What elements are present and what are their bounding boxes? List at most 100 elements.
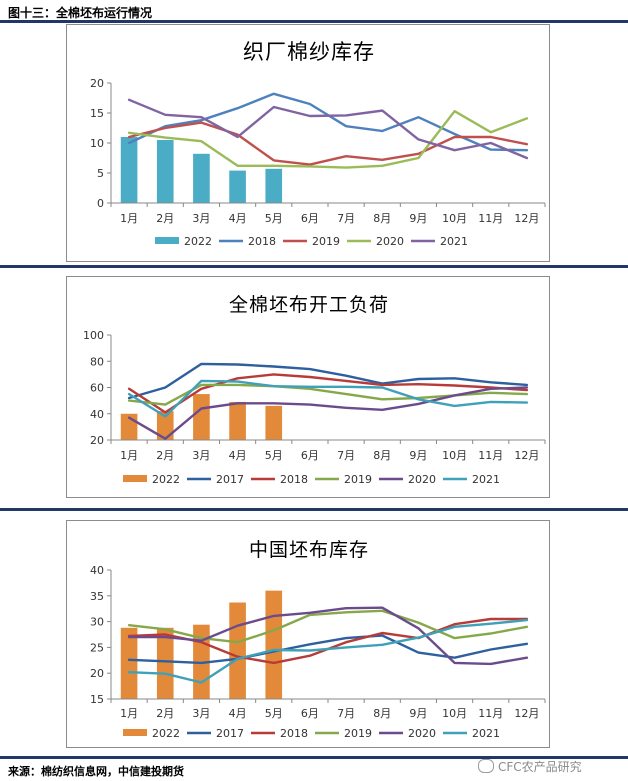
legend-label-2019: 2019 [312, 235, 340, 248]
legend-label-2019: 2019 [344, 727, 372, 740]
y-tick-label: 20 [90, 77, 104, 90]
x-tick-label: 12月 [514, 449, 539, 462]
separator-rule-1 [0, 265, 628, 268]
x-tick-label: 10月 [442, 449, 467, 462]
x-tick-label: 7月 [337, 212, 355, 225]
chart-cotton-yarn-inventory: 织厂棉纱库存 0 5 10 15 20 1月 2月 3月 4月 5月 6月 7月 8月 9月 10月 11月 12… [66, 24, 550, 262]
legend-label-2020: 2020 [376, 235, 404, 248]
y-tick-label: 5 [97, 167, 104, 180]
x-tick-label: 6月 [301, 449, 319, 462]
y-tick-label: 40 [90, 408, 104, 421]
x-tick-label: 1月 [120, 707, 138, 720]
x-tick-label: 1月 [120, 449, 138, 462]
x-tick-label: 9月 [409, 707, 427, 720]
header-rule [0, 20, 628, 23]
chart-svg-operating-rate: 全棉坯布开工负荷 20 40 60 80 100 1月 2月 3月 4月 5月 6月 7月 8月 9月 10月… [83, 294, 546, 486]
bar-2022-5 [265, 168, 283, 203]
x-tick-label: 2月 [156, 449, 174, 462]
legend-label-2021: 2021 [472, 727, 500, 740]
line-series-2018 [127, 373, 529, 414]
x-tick-label: 3月 [192, 449, 210, 462]
legend-label-2022: 2022 [152, 473, 180, 486]
y-tick-label: 35 [90, 590, 104, 603]
y-tick-label: 40 [90, 564, 104, 577]
line-series-2019 [127, 121, 529, 166]
y-tick-label: 60 [90, 382, 104, 395]
watermark-text: CFC农产品研究 [498, 760, 582, 774]
line-series-2021 [127, 98, 529, 160]
y-tick-label: 20 [90, 667, 104, 680]
bar-2022-4 [229, 401, 246, 440]
legend-label-2020: 2020 [408, 473, 436, 486]
legend-label-2020: 2020 [408, 727, 436, 740]
source-note: 来源：棉纺织信息网，中信建投期货 [8, 765, 184, 778]
line-series-2021 [127, 618, 529, 684]
x-tick-label: 4月 [229, 212, 247, 225]
legend-label-2021: 2021 [472, 473, 500, 486]
legend-swatch-2022 [123, 729, 147, 736]
bar-2022-3 [193, 394, 210, 440]
bar-2022-2 [156, 140, 174, 203]
line-series-2019 [127, 609, 529, 644]
bar-2022-3 [193, 153, 210, 203]
line-series-2021 [127, 379, 529, 418]
x-tick-label: 3月 [192, 707, 210, 720]
y-tick-label: 100 [83, 329, 104, 342]
legend-label-2021: 2021 [440, 235, 468, 248]
y-tick-label: 80 [90, 355, 104, 368]
legend-label-2018: 2018 [280, 473, 308, 486]
line-series-2017 [127, 362, 529, 400]
legend-label-2022: 2022 [184, 235, 212, 248]
bar-2022-2 [156, 627, 174, 699]
x-tick-label: 7月 [337, 449, 355, 462]
x-tick-label: 12月 [514, 212, 539, 225]
legend-swatch-2022 [123, 475, 147, 482]
bar-2022-5 [265, 590, 283, 699]
x-tick-label: 2月 [156, 707, 174, 720]
line-series-2018 [127, 92, 529, 152]
line-series-2020 [127, 109, 529, 169]
x-tick-label: 2月 [156, 212, 174, 225]
chart-china-grey-cloth-inventory: 中国坯布库存 15 20 25 30 35 40 1月 2月 3月 4月 5月 6月 7月 8月 9月 10月 1… [66, 520, 550, 748]
y-tick-label: 20 [90, 434, 104, 447]
bar-2022-4 [229, 602, 246, 699]
x-tick-label: 4月 [229, 707, 247, 720]
chart-title: 中国坯布库存 [249, 539, 369, 561]
y-tick-label: 30 [90, 616, 104, 629]
chart-title: 织厂棉纱库存 [243, 40, 375, 64]
x-tick-label: 1月 [120, 212, 138, 225]
x-tick-label: 11月 [478, 449, 503, 462]
x-tick-label: 7月 [337, 707, 355, 720]
x-tick-label: 10月 [442, 212, 467, 225]
x-tick-label: 4月 [229, 449, 247, 462]
figure-title: 图十三：全棉坯布运行情况 [8, 6, 153, 20]
x-tick-label: 5月 [265, 212, 283, 225]
x-tick-label: 11月 [478, 707, 503, 720]
bar-2022-4 [229, 170, 246, 203]
legend-label-2019: 2019 [344, 473, 372, 486]
bar-2022-5 [265, 405, 283, 440]
x-tick-label: 11月 [478, 212, 503, 225]
line-series-2020 [127, 386, 529, 440]
x-tick-label: 3月 [192, 212, 210, 225]
wechat-icon [478, 759, 494, 773]
legend-label-2017: 2017 [216, 473, 244, 486]
legend-label-2018: 2018 [248, 235, 276, 248]
x-tick-label: 5月 [265, 707, 283, 720]
line-series-2020 [127, 606, 529, 666]
x-tick-label: 6月 [301, 707, 319, 720]
x-tick-label: 8月 [373, 212, 391, 225]
y-tick-label: 25 [90, 641, 104, 654]
legend-label-2018: 2018 [280, 727, 308, 740]
x-tick-label: 9月 [409, 449, 427, 462]
x-tick-label: 8月 [373, 449, 391, 462]
line-series-2017 [127, 634, 529, 665]
y-tick-label: 10 [90, 137, 104, 150]
chart-svg-yarn-inventory: 织厂棉纱库存 0 5 10 15 20 1月 2月 3月 4月 5月 6月 7月 8月 9月 10月 11月 12… [90, 40, 546, 248]
chart-title: 全棉坯布开工负荷 [229, 294, 389, 316]
x-tick-label: 10月 [442, 707, 467, 720]
watermark: CFC农产品研究 [478, 758, 582, 775]
y-tick-label: 15 [90, 693, 104, 706]
separator-rule-2 [0, 508, 628, 511]
legend-label-2022: 2022 [152, 727, 180, 740]
